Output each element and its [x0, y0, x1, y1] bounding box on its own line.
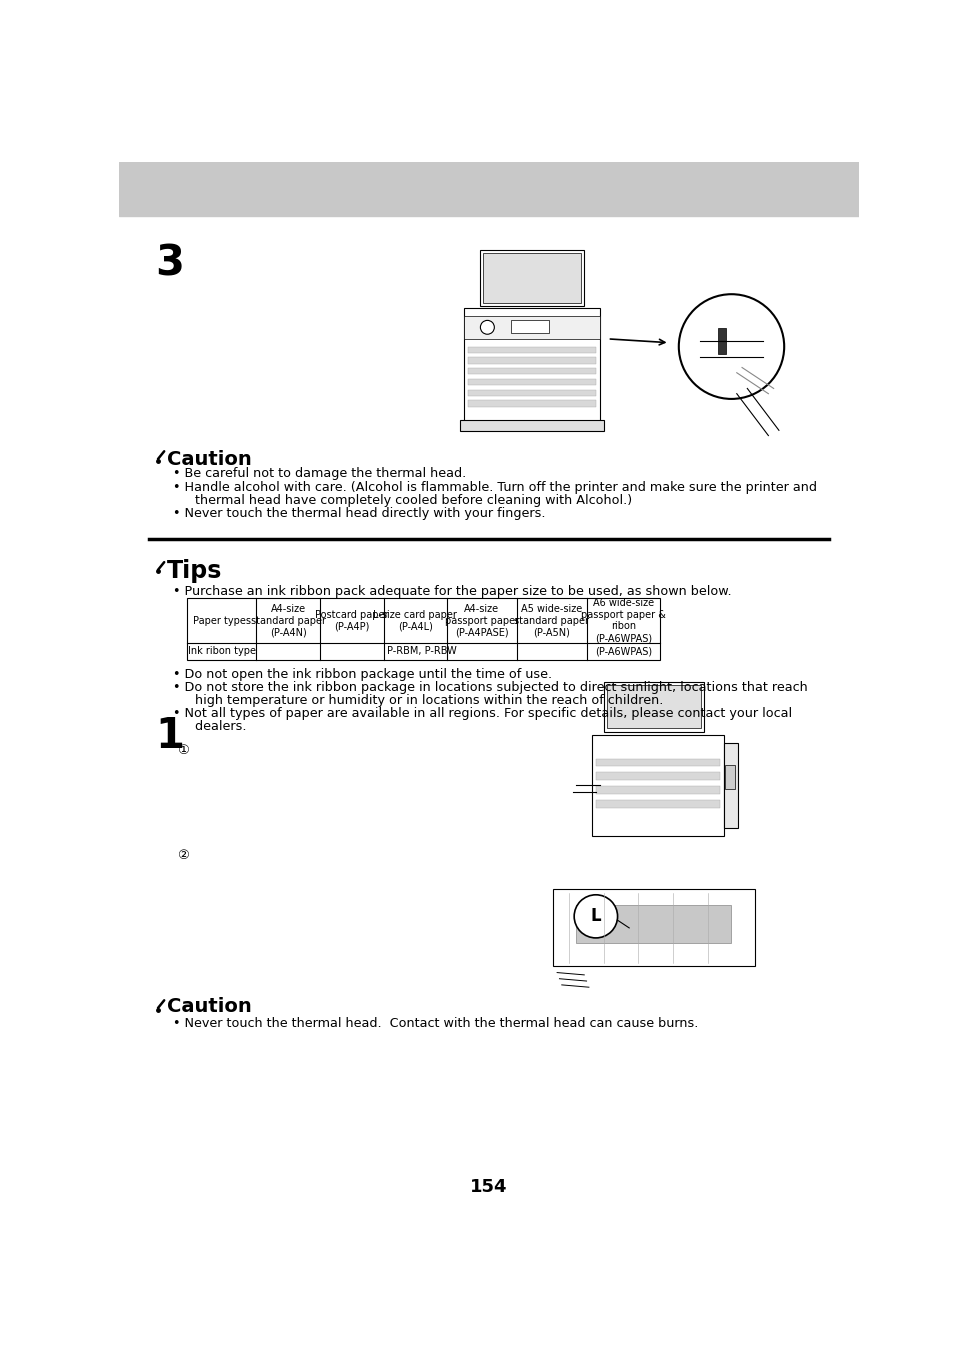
Bar	[459, 419, 603, 431]
Text: • Purchase an ink ribbon pack adequate for the paper size to be used, as shown b: • Purchase an ink ribbon pack adequate f…	[173, 585, 731, 599]
Text: • Never touch the thermal head.  Contact with the thermal head can cause burns.: • Never touch the thermal head. Contact …	[173, 1018, 699, 1030]
Text: 1: 1	[155, 714, 185, 756]
Text: Tips: Tips	[167, 559, 222, 584]
Bar	[468, 368, 596, 375]
Bar	[479, 251, 583, 306]
Text: thermal head have completely cooled before cleaning with Alcohol.): thermal head have completely cooled befo…	[183, 493, 631, 507]
Text: • Be careful not to damage the thermal head.: • Be careful not to damage the thermal h…	[173, 468, 466, 480]
Bar	[510, 319, 549, 333]
Text: 154: 154	[470, 1178, 507, 1196]
Bar	[468, 379, 596, 386]
Text: A4-size
passport paper
(P-A4PASE): A4-size passport paper (P-A4PASE)	[444, 604, 518, 638]
Text: Paper types: Paper types	[193, 616, 251, 625]
Ellipse shape	[574, 895, 617, 938]
Bar	[603, 682, 703, 732]
Text: Caution: Caution	[167, 450, 252, 469]
Text: (P-A6WPAS): (P-A6WPAS)	[595, 647, 651, 656]
Text: • Not all types of paper are available in all regions. For specific details, ple: • Not all types of paper are available i…	[173, 706, 792, 720]
Text: L-size card paper
(P-A4L): L-size card paper (P-A4L)	[373, 609, 456, 631]
Text: dealers.: dealers.	[183, 720, 246, 733]
Text: • Handle alcohol with care. (Alcohol is flammable. Turn off the printer and make: • Handle alcohol with care. (Alcohol is …	[173, 480, 817, 493]
Bar	[468, 400, 596, 407]
Text: A6 wide-size
passport paper &
ribon
(P-A6WPAS): A6 wide-size passport paper & ribon (P-A…	[580, 599, 665, 643]
Bar	[464, 309, 599, 427]
Bar	[468, 390, 596, 396]
Text: • Do not store the ink ribbon package in locations subjected to direct sunlight,: • Do not store the ink ribbon package in…	[173, 681, 807, 694]
Text: A5 wide-size
standard paper
(P-A5N): A5 wide-size standard paper (P-A5N)	[514, 604, 589, 638]
Bar	[576, 905, 731, 944]
Bar	[553, 890, 754, 967]
Text: P-RBM, P-RBW: P-RBM, P-RBW	[386, 647, 456, 656]
Text: 3: 3	[155, 243, 185, 284]
Ellipse shape	[679, 294, 783, 399]
Text: ①: ①	[177, 744, 189, 756]
Text: Postcard paper
(P-A4P): Postcard paper (P-A4P)	[314, 609, 388, 631]
Bar	[482, 253, 580, 303]
Text: high temperature or humidity or in locations within the reach of children.: high temperature or humidity or in locat…	[183, 694, 662, 706]
Text: A4-size
standard paper
(P-A4N): A4-size standard paper (P-A4N)	[251, 604, 325, 638]
Bar	[723, 743, 737, 828]
Text: • Do not open the ink ribbon package until the time of use.: • Do not open the ink ribbon package unt…	[173, 667, 552, 681]
Bar	[718, 328, 725, 355]
Text: Ink ribon type: Ink ribon type	[188, 647, 255, 656]
Bar	[464, 315, 599, 338]
Bar	[592, 736, 723, 836]
Bar	[468, 357, 596, 364]
Bar	[596, 759, 720, 766]
Ellipse shape	[480, 321, 494, 334]
Bar	[596, 772, 720, 780]
Bar	[596, 786, 720, 794]
Text: Caution: Caution	[167, 998, 252, 1016]
Bar	[187, 599, 659, 661]
Text: • Never touch the thermal head directly with your fingers.: • Never touch the thermal head directly …	[173, 507, 545, 520]
Text: L: L	[590, 907, 600, 925]
Bar	[724, 766, 734, 789]
Text: ②: ②	[177, 849, 189, 863]
Bar	[596, 801, 720, 807]
Bar	[606, 685, 700, 728]
Bar	[468, 346, 596, 353]
Bar	[119, 162, 858, 216]
